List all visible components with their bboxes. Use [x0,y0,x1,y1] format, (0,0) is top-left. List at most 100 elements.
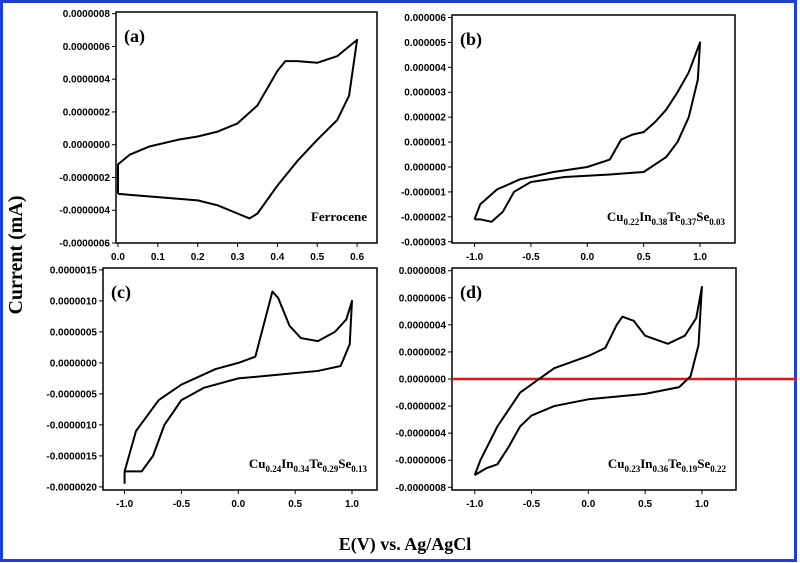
x-tick-label: 0.5 [288,499,302,510]
y-tick-label: 0.000006 [404,13,446,24]
x-tick-label: -0.5 [523,499,541,510]
x-tick-label: 0.2 [191,252,205,263]
x-tick-label: -0.5 [522,252,540,263]
y-tick-label: -0.000002 [401,212,446,223]
x-tick-label: 0.0 [111,252,125,263]
annotation-subscript: 0.36 [653,464,669,474]
x-tick-label: 0.5 [638,499,652,510]
y-tick-label: 0.000004 [404,63,446,74]
y-axis-label: Current (mA) [5,195,27,314]
y-tick-label: 0.0000000 [399,375,447,386]
annotation-text: Te [309,456,322,471]
y-tick-label: 0.0000004 [63,75,111,86]
y-tick-label: 0.0000000 [63,140,111,151]
y-tick-label: 0.0000000 [50,358,98,369]
annotation-text: Ferrocene [311,209,367,224]
annotation-subscript: 0.19 [682,464,698,474]
y-tick-label: 0.0000002 [399,347,447,358]
annotation-subscript: 0.23 [624,464,640,474]
y-tick-label: -0.0000006 [59,239,110,250]
y-tick-label: -0.0000002 [59,173,110,184]
y-tick-label: 0.000002 [404,113,446,124]
x-tick-label: 1.0 [693,252,707,263]
y-tick-label: -0.0000005 [46,389,97,400]
y-tick-label: -0.000001 [401,187,446,198]
y-tick-label: -0.0000010 [46,420,97,431]
annotation-text: Te [668,456,681,471]
annotation-text: Cu [608,456,625,471]
plot-frame [102,267,378,491]
y-tick-label: 0.0000006 [63,42,111,53]
annotation: Cu0.24In0.34Te0.29Se0.13 [249,456,368,474]
annotation: Ferrocene [311,209,367,224]
plot-frame [115,11,378,244]
y-tick-label: 0.0000015 [50,265,98,276]
x-tick-label: 1.0 [695,499,709,510]
annotation: Cu0.23In0.36Te0.19Se0.22 [608,456,727,474]
y-tick-label: 0.000005 [404,38,446,49]
annotation: Cu0.22In0.38Te0.37Se0.03 [607,209,726,227]
cv-curve [473,285,703,476]
annotation-subscript: 0.24 [265,464,281,474]
x-axis-label: E(V) vs. Ag/AgCl [339,534,472,555]
x-tick-label: -0.5 [173,499,191,510]
panel-label: (d) [460,282,482,303]
y-tick-label: -0.0000004 [59,206,110,217]
y-tick-label: 0.000001 [404,138,446,149]
annotation-subscript: 0.29 [323,464,339,474]
y-tick-label: -0.0000020 [46,482,97,493]
annotation-subscript: 0.03 [709,217,725,227]
y-tick-label: 0.000003 [404,88,446,99]
cv-curve [473,41,702,223]
y-tick-label: 0.0000008 [63,9,111,20]
x-tick-label: -1.0 [466,252,484,263]
x-tick-label: 0.4 [270,252,284,263]
x-tick-label: 0.3 [231,252,245,263]
y-tick-label: 0.0000008 [399,266,447,277]
annotation-text: Te [667,209,680,224]
panel-label: (b) [460,29,482,50]
y-tick-label: -0.0000006 [395,456,446,467]
annotation-text: In [639,209,652,224]
plot-frame [451,14,736,244]
x-tick-label: -1.0 [116,499,134,510]
x-tick-label: 0.5 [310,252,324,263]
panel-label: (a) [124,26,145,47]
x-tick-label: 0.6 [350,252,364,263]
x-tick-label: 0.5 [637,252,651,263]
x-tick-label: 1.0 [345,499,359,510]
y-tick-label: -0.0000015 [46,451,97,462]
x-tick-label: -1.0 [466,499,484,510]
annotation-text: In [281,456,294,471]
annotation-subscript: 0.37 [681,217,697,227]
annotation-subscript: 0.13 [351,464,367,474]
annotation-text: Se [338,456,351,471]
x-tick-label: 0.0 [231,499,245,510]
y-tick-label: -0.0000004 [395,429,446,440]
x-tick-label: 0.0 [581,499,595,510]
panel-label: (c) [111,282,131,303]
annotation-text: Se [696,209,709,224]
annotation-text: Cu [249,456,266,471]
x-tick-label: 0.1 [151,252,165,263]
annotation-subscript: 0.34 [294,464,310,474]
annotation-subscript: 0.22 [623,217,639,227]
annotation-subscript: 0.38 [652,217,668,227]
y-tick-label: 0.0000002 [63,107,111,118]
y-tick-label: 0.0000006 [399,293,447,304]
y-tick-label: -0.0000008 [395,483,446,494]
annotation-text: Cu [607,209,624,224]
y-tick-label: -0.000003 [401,237,446,248]
cv-curve [116,38,359,220]
y-tick-label: 0.0000005 [50,327,98,338]
x-tick-label: 0.0 [580,252,594,263]
cv-curve [123,290,353,484]
annotation-subscript: 0.22 [710,464,726,474]
annotation-text: Se [697,456,710,471]
y-tick-label: 0.0000004 [399,320,447,331]
y-tick-label: 0.0000010 [50,296,98,307]
annotation-text: In [640,456,653,471]
